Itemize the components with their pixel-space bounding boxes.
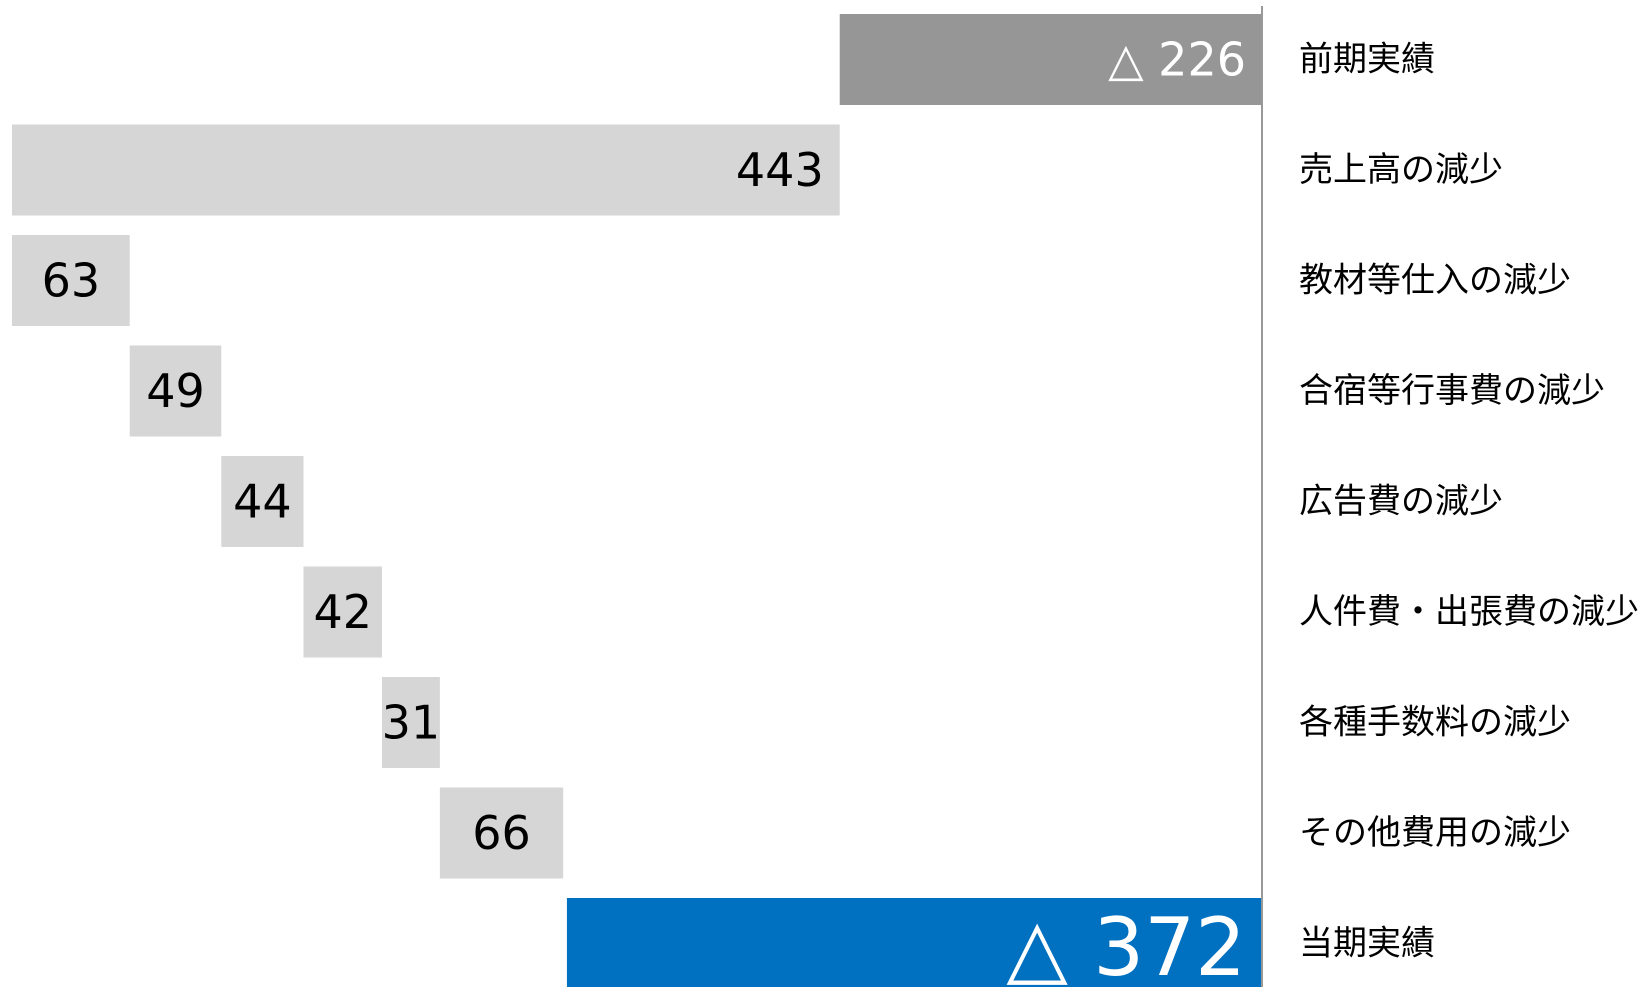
bar-5 — [303, 566, 382, 658]
value-label-1: 443 — [736, 143, 824, 197]
bar-7 — [439, 787, 564, 879]
value-label-3: 49 — [146, 364, 205, 418]
category-label-7: その他費用の減少 — [1299, 813, 1571, 853]
bar-1 — [12, 124, 840, 216]
bar-8 — [566, 898, 1262, 987]
bar-6 — [381, 677, 440, 768]
value-label-4: 44 — [233, 475, 292, 529]
category-labels-group: 前期実績売上高の減少教材等仕入の減少合宿等行事費の減少広告費の減少人件費・出張費… — [1299, 40, 1639, 964]
category-label-8: 当期実績 — [1299, 924, 1435, 964]
value-label-2: 63 — [42, 254, 101, 308]
category-label-4: 広告費の減少 — [1299, 482, 1503, 522]
category-label-3: 合宿等行事費の減少 — [1299, 371, 1605, 411]
category-label-1: 売上高の減少 — [1299, 150, 1503, 190]
category-label-0: 前期実績 — [1299, 40, 1435, 80]
value-label-0: △ 226 — [1108, 33, 1246, 87]
bar-3 — [129, 345, 222, 437]
value-label-5: 42 — [313, 585, 372, 639]
bar-2 — [12, 235, 130, 326]
value-label-8: △ 372 — [1006, 901, 1246, 987]
value-label-6: 31 — [382, 696, 441, 750]
bar-4 — [221, 456, 304, 547]
category-label-2: 教材等仕入の減少 — [1299, 261, 1571, 301]
category-label-5: 人件費・出張費の減少 — [1299, 592, 1639, 632]
bar-0 — [839, 14, 1262, 105]
value-label-7: 66 — [472, 806, 531, 860]
value-labels-group: △ 226 443 63 49 44 42 31 66 △ 372 — [42, 33, 1246, 987]
category-label-6: 各種手数料の減少 — [1299, 703, 1571, 743]
bars-group — [12, 14, 1262, 987]
